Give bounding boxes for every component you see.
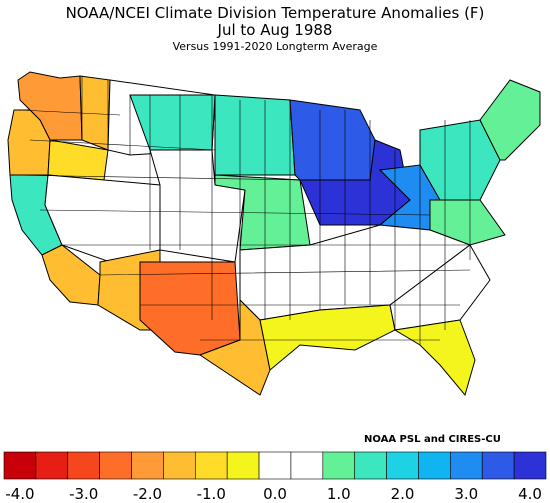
legend-swatch (481, 451, 515, 480)
legend-tick-label: 0.0 (263, 485, 287, 503)
division-lines (9, 76, 471, 345)
legend-swatch (290, 451, 324, 480)
legend-swatch (354, 451, 387, 480)
legend-swatch (322, 451, 356, 480)
legend-swatch (194, 451, 228, 480)
legend-swatch (99, 451, 132, 480)
legend-swatch (258, 451, 292, 480)
legend-swatch (163, 451, 196, 480)
legend-tick-label: 2.0 (390, 485, 415, 503)
legend-swatch (513, 451, 547, 480)
legend-swatch (67, 451, 100, 480)
legend-tick-label: -2.0 (132, 485, 163, 503)
legend-swatch (226, 451, 260, 480)
map-period: Jul to Aug 1988 (217, 21, 333, 39)
legend-swatch (450, 451, 483, 480)
legend-swatch (131, 451, 164, 480)
legend-swatch (3, 451, 37, 480)
region-new-england (479, 79, 541, 161)
legend-tick-label: 4.0 (518, 485, 542, 503)
credit-label: NOAA PSL and CIRES-CU (364, 434, 501, 445)
legend-swatch (35, 451, 69, 480)
map-subtitle: Versus 1991-2020 Longterm Average (172, 40, 378, 53)
legend-tick-label: -1.0 (196, 485, 226, 503)
region-washington-west (17, 71, 83, 141)
legend-tick-label: 1.0 (326, 485, 351, 503)
legend-tick-label: 3.0 (454, 485, 479, 503)
legend-tick-label: -4.0 (5, 485, 35, 503)
region-mid-atlantic (429, 199, 506, 246)
legend-swatch (418, 451, 451, 480)
legend-swatch (386, 451, 419, 480)
map-title: NOAA/NCEI Climate Division Temperature A… (65, 4, 485, 22)
legend-tick-label: -3.0 (69, 485, 99, 503)
